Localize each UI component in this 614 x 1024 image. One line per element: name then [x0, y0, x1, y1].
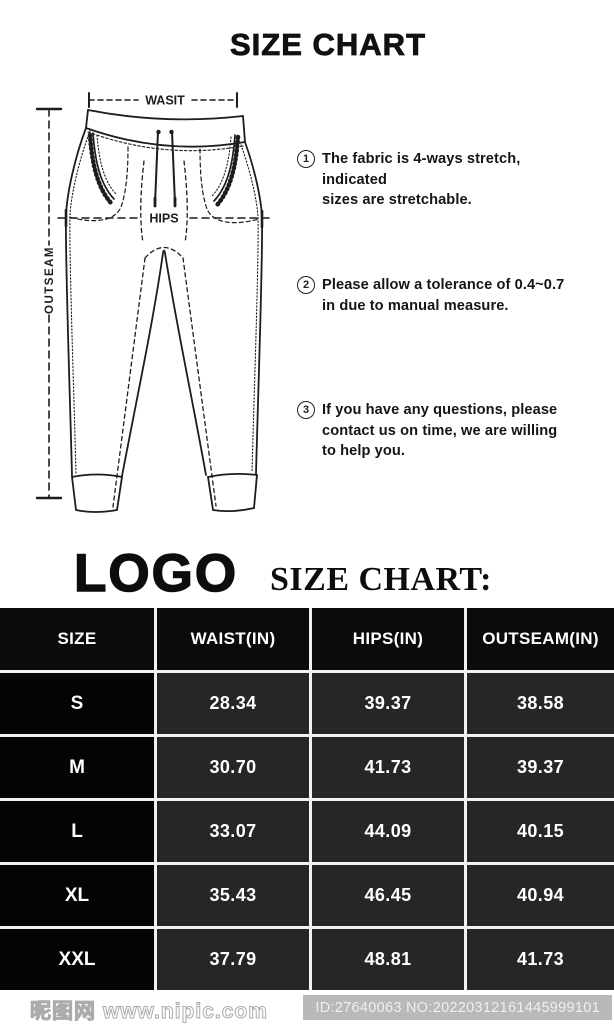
- row-xl-outseam: 40.94: [467, 865, 614, 926]
- row-l-label: L: [0, 801, 154, 862]
- left-pocket: [68, 132, 129, 222]
- row-s-waist: 28.34: [157, 673, 309, 734]
- row-s-hips: 39.37: [312, 673, 464, 734]
- hips-measure-line: [57, 208, 274, 229]
- right-outer-seam: [244, 141, 264, 475]
- note-2-text: Please allow a tolerance of 0.4~0.7 in d…: [322, 277, 565, 314]
- row-xxl-outseam: 41.73: [467, 929, 614, 990]
- waist-measure-line: [88, 92, 238, 108]
- row-m-outseam: 39.37: [467, 737, 614, 798]
- hips-label: HIPS: [149, 212, 178, 226]
- column-header-hips: HIPS(IN): [312, 608, 464, 670]
- note-2: 2 Please allow a tolerance of 0.4~0.7 in…: [297, 275, 589, 316]
- watermark-strip: 昵图网 www.nipic.com ID:27640063 NO:2022031…: [0, 993, 614, 1024]
- row-xxl-waist: 37.79: [157, 929, 309, 990]
- waistband-stitch: [87, 131, 244, 152]
- page-title: SIZE CHART: [230, 27, 426, 63]
- pants-diagram: WASIT HIPS OUTSEAM: [35, 92, 274, 513]
- row-l-outseam: 40.15: [467, 801, 614, 862]
- drawstrings: [153, 129, 177, 208]
- left-outer-seam: [64, 127, 87, 477]
- row-xl-waist: 35.43: [157, 865, 309, 926]
- row-xl-label: XL: [0, 865, 154, 926]
- note-2-number: 2: [297, 276, 315, 294]
- row-m-waist: 30.70: [157, 737, 309, 798]
- left-cuff: [71, 473, 124, 513]
- note-1: 1 The fabric is 4-ways stretch, indicate…: [297, 149, 589, 211]
- outseam-label: OUTSEAM: [44, 246, 56, 314]
- row-s-label: S: [0, 673, 154, 734]
- watermark-site-text: 昵图网 www.nipic.com: [30, 1000, 268, 1024]
- row-m-label: M: [0, 737, 154, 798]
- outseam-measure-line: [35, 107, 63, 500]
- waist-label: WASIT: [145, 94, 185, 108]
- row-m-hips: 41.73: [312, 737, 464, 798]
- note-3: 3 If you have any questions, please cont…: [297, 400, 589, 462]
- crease-dashes: [112, 160, 217, 508]
- column-header-waist: WAIST(IN): [157, 608, 309, 670]
- row-l-hips: 44.09: [312, 801, 464, 862]
- note-3-text: If you have any questions, please contac…: [322, 402, 558, 459]
- row-xxl-hips: 48.81: [312, 929, 464, 990]
- size-chart-heading: SIZE CHART:: [270, 561, 492, 598]
- note-1-text: The fabric is 4-ways stretch, indicated …: [322, 151, 521, 208]
- row-xl-hips: 46.45: [312, 865, 464, 926]
- note-1-number: 1: [297, 150, 315, 168]
- size-table: SIZE WAIST(IN) HIPS(IN) OUTSEAM(IN) S 28…: [0, 608, 614, 990]
- column-header-outseam: OUTSEAM(IN): [467, 608, 614, 670]
- inner-leg-seams: [121, 249, 207, 477]
- right-cuff: [206, 472, 258, 513]
- watermark-id-badge: ID:27640063 NO:20220312161445999101: [303, 995, 612, 1020]
- right-seam-stitch: [240, 144, 259, 473]
- column-header-size: SIZE: [0, 608, 154, 670]
- waistband: [85, 108, 246, 148]
- note-3-number: 3: [297, 401, 315, 419]
- brand-logo: LOGO: [73, 543, 239, 604]
- left-seam-stitch: [69, 130, 91, 475]
- right-pocket: [199, 134, 260, 224]
- row-xxl-label: XXL: [0, 929, 154, 990]
- row-s-outseam: 38.58: [467, 673, 614, 734]
- row-l-waist: 33.07: [157, 801, 309, 862]
